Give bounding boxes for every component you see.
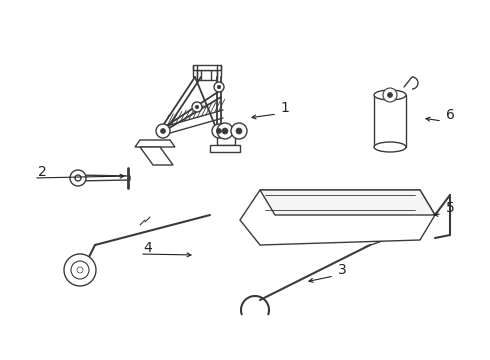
Text: 6: 6 [445, 108, 454, 122]
Ellipse shape [374, 90, 406, 100]
Circle shape [222, 128, 228, 134]
Polygon shape [240, 190, 435, 245]
Polygon shape [193, 65, 221, 70]
Polygon shape [260, 190, 435, 215]
Circle shape [388, 93, 392, 98]
Circle shape [64, 254, 96, 286]
Polygon shape [140, 147, 173, 165]
Circle shape [217, 85, 221, 89]
Circle shape [214, 82, 224, 92]
Circle shape [192, 102, 202, 112]
Text: 2: 2 [38, 165, 47, 179]
Polygon shape [210, 145, 240, 152]
Circle shape [71, 261, 89, 279]
Polygon shape [75, 175, 130, 181]
Circle shape [236, 128, 242, 134]
Circle shape [231, 123, 247, 139]
Circle shape [156, 124, 170, 138]
Text: 4: 4 [144, 241, 152, 255]
Circle shape [70, 170, 86, 186]
Polygon shape [135, 140, 175, 147]
Circle shape [217, 129, 221, 134]
Ellipse shape [374, 142, 406, 152]
Circle shape [383, 88, 397, 102]
Polygon shape [217, 130, 235, 145]
Circle shape [75, 175, 81, 181]
Circle shape [77, 267, 83, 273]
Polygon shape [197, 70, 217, 80]
Circle shape [212, 124, 226, 138]
Circle shape [195, 105, 199, 109]
Text: 3: 3 [338, 263, 346, 277]
Text: 1: 1 [281, 101, 290, 115]
Circle shape [217, 123, 233, 139]
Text: 5: 5 [445, 201, 454, 215]
Circle shape [161, 129, 166, 134]
